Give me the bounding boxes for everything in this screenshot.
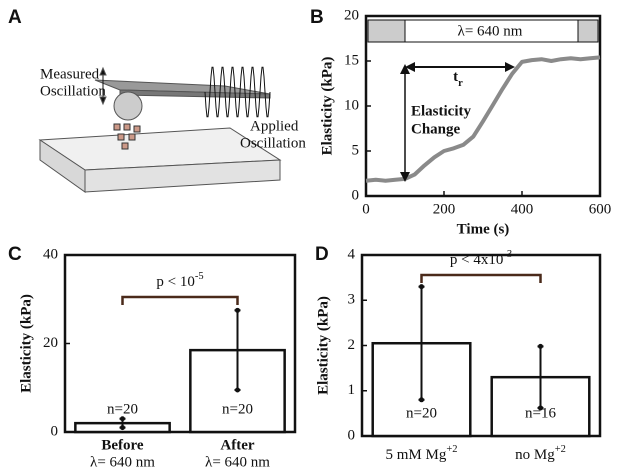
diagram-label: Applied [250, 118, 299, 134]
x-tick-label: 200 [433, 201, 456, 217]
y-axis-label: Elasticity (kPa) [315, 296, 331, 395]
x-axis-label: Time (s) [457, 221, 510, 237]
annotation: 5 mM Mg+2 [385, 444, 457, 463]
superscript: +2 [555, 444, 566, 455]
arrowhead [505, 62, 515, 72]
x-tick-label: 400 [511, 201, 534, 217]
x-tick-label: After [220, 437, 254, 453]
annotation-text: p < 10 [156, 274, 194, 290]
panel-label: D [315, 244, 329, 265]
annotation: p < 10-5 [156, 271, 203, 290]
y-tick-label: 3 [348, 292, 356, 308]
y-tick-label: 1 [348, 382, 356, 398]
error-dot [235, 387, 240, 393]
error-dot [235, 307, 240, 313]
annotation-text: no Mg [515, 447, 555, 463]
n-label: n=16 [525, 405, 556, 421]
error-dot [120, 416, 125, 422]
annotation-text: p < 4x10 [450, 252, 503, 268]
superscript: -3 [503, 249, 512, 260]
x-tick-sublabel: λ= 640 nm [90, 454, 155, 470]
n-label: n=20 [222, 401, 253, 417]
significance-bracket [121, 295, 239, 305]
error-dot [538, 343, 543, 349]
y-tick-label: 0 [51, 423, 59, 439]
annotation: p < 4x10-3 [450, 249, 512, 268]
panel-label: C [8, 244, 22, 265]
superscript: +2 [446, 444, 457, 455]
arrowhead [400, 172, 410, 182]
plot-frame [364, 14, 602, 198]
y-tick-label: 2 [348, 337, 356, 353]
superscript: -5 [195, 271, 204, 282]
diagram-label: Oscillation [40, 83, 106, 99]
annotation: Elasticity [411, 103, 471, 119]
n-label: n=20 [406, 405, 437, 421]
arrowhead [405, 62, 415, 72]
x-tick-sublabel: λ= 640 nm [205, 454, 270, 470]
error-dot [419, 284, 424, 290]
n-label: n=20 [107, 401, 138, 417]
significance-bracket [420, 273, 542, 283]
data-line [365, 55, 601, 183]
annotation-text: 5 mM Mg [385, 447, 446, 463]
y-tick-label: 20 [43, 335, 58, 351]
y-axis-label: Elasticity (kPa) [319, 57, 335, 156]
annotation: tr [453, 69, 463, 89]
y-tick-label: 4 [348, 246, 356, 262]
y-tick-label: 40 [43, 246, 58, 262]
y-tick-label: 15 [344, 52, 359, 68]
y-tick-label: 10 [344, 97, 359, 113]
y-tick-label: 0 [352, 187, 360, 203]
error-dot [419, 397, 424, 403]
band-hatch [367, 19, 406, 43]
annotation-text: t [453, 69, 458, 85]
y-axis-label: Elasticity (kPa) [18, 294, 34, 393]
x-tick-label: Before [101, 437, 144, 453]
diagram-label: Measured [40, 66, 100, 82]
annotation: Change [411, 121, 461, 137]
arrowhead [400, 64, 410, 74]
diagram-label: Oscillation [240, 135, 306, 151]
annotation: no Mg+2 [515, 444, 566, 463]
panel-label: A [8, 7, 22, 28]
schematic [38, 66, 282, 193]
y-tick-label: 0 [348, 427, 356, 443]
error-dot [120, 425, 125, 431]
error-dot [538, 405, 543, 411]
y-tick-label: 20 [344, 7, 359, 23]
x-tick-label: 0 [362, 201, 370, 217]
x-tick-label: 600 [589, 201, 612, 217]
y-tick-label: 5 [352, 142, 360, 158]
band-label: λ= 640 nm [458, 23, 523, 39]
panel-label: B [310, 7, 324, 28]
band-hatch [577, 19, 599, 43]
subscript: r [458, 78, 463, 89]
